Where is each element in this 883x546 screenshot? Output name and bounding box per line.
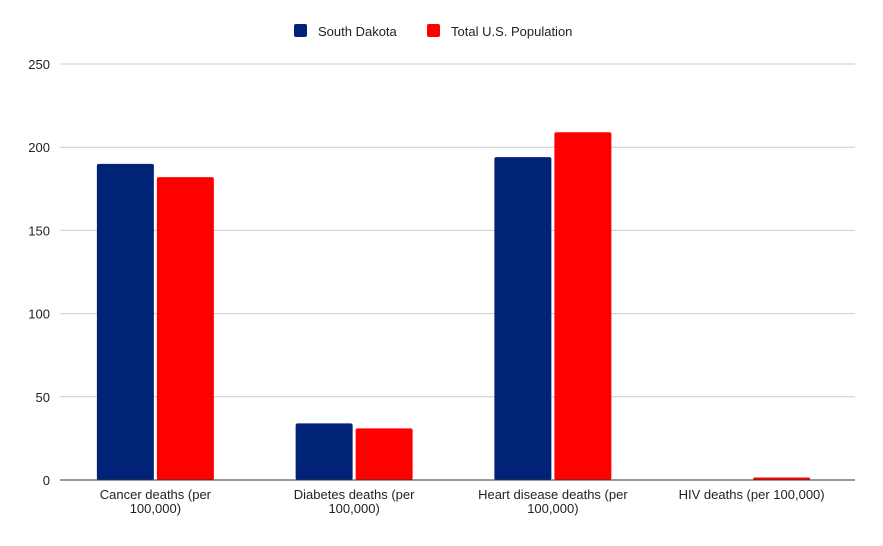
bar-total-u-s-population xyxy=(355,428,413,480)
y-tick-label: 150 xyxy=(28,223,50,238)
x-tick-label: Heart disease deaths (per xyxy=(478,487,628,502)
bar-total-u-s-population xyxy=(753,477,811,480)
bar-south-dakota xyxy=(96,163,154,480)
y-tick-label: 250 xyxy=(28,57,50,72)
y-tick-label: 100 xyxy=(28,307,50,322)
bar-total-u-s-population xyxy=(156,177,214,481)
bar-south-dakota xyxy=(295,423,353,480)
x-tick-label: HIV deaths (per 100,000) xyxy=(679,487,825,502)
bar-south-dakota xyxy=(494,157,552,480)
x-tick-label: Cancer deaths (per xyxy=(100,487,212,502)
legend-swatch xyxy=(294,24,307,37)
bar-total-u-s-population xyxy=(554,132,612,480)
x-tick-label: Diabetes deaths (per xyxy=(294,487,415,502)
legend-label: South Dakota xyxy=(318,24,398,39)
x-tick-label: 100,000) xyxy=(328,501,379,516)
y-tick-label: 50 xyxy=(36,390,50,405)
y-tick-label: 200 xyxy=(28,140,50,155)
legend-swatch xyxy=(427,24,440,37)
x-tick-label: 100,000) xyxy=(527,501,578,516)
y-tick-label: 0 xyxy=(43,473,50,488)
legend-label: Total U.S. Population xyxy=(451,24,572,39)
x-tick-label: 100,000) xyxy=(130,501,181,516)
